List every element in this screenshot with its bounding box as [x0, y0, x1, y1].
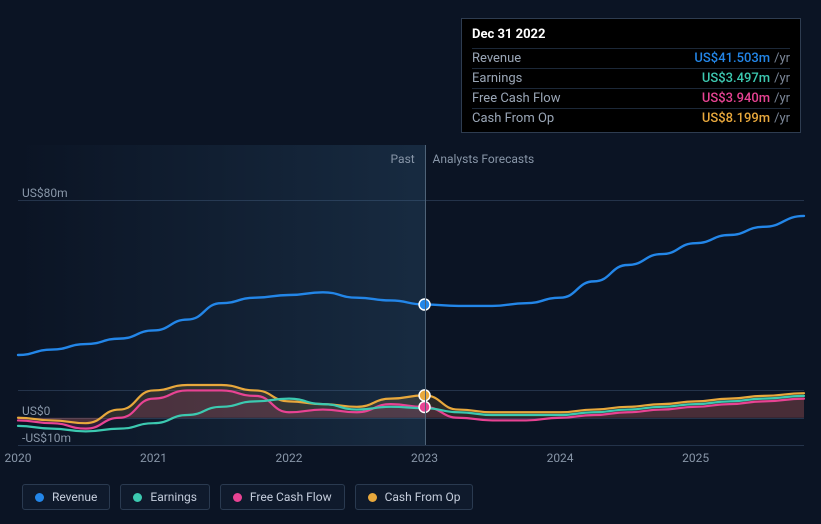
legend-item-revenue[interactable]: Revenue	[22, 484, 110, 510]
y-axis-label: -US$10m	[22, 431, 71, 445]
tooltip-row-value: US$8.199m/yr	[702, 111, 790, 126]
legend-dot-icon	[35, 493, 44, 502]
legend-label: Earnings	[150, 490, 197, 504]
legend-item-fcf[interactable]: Free Cash Flow	[220, 484, 345, 510]
tooltip-row-value: US$3.940m/yr	[702, 91, 790, 106]
gridline	[18, 200, 804, 201]
fcf-area	[18, 390, 804, 428]
legend-dot-icon	[133, 493, 142, 502]
legend: Revenue Earnings Free Cash Flow Cash From O…	[22, 484, 473, 510]
past-region-highlight	[18, 145, 425, 445]
legend-label: Revenue	[52, 490, 97, 504]
past-label: Past	[391, 152, 415, 166]
x-axis-label: 2024	[547, 451, 574, 465]
financial-chart: Past Analysts Forecasts US$80m US$0 -US$10…	[0, 0, 821, 524]
y-axis-label: US$80m	[22, 186, 68, 200]
tooltip-row-label: Free Cash Flow	[472, 91, 560, 106]
tooltip-row: Cash From Op US$8.199m/yr	[472, 108, 790, 128]
forecast-label: Analysts Forecasts	[433, 152, 535, 166]
tooltip-row-value: US$3.497m/yr	[702, 71, 790, 86]
revenue-line	[18, 216, 804, 355]
tooltip-row-label: Earnings	[472, 71, 522, 86]
y-axis-label: US$0	[22, 404, 50, 418]
gridline	[18, 445, 804, 446]
tooltip-row-value: US$41.503m/yr	[694, 51, 790, 66]
legend-item-cfo[interactable]: Cash From Op	[355, 484, 474, 510]
x-axis-label: 2021	[140, 451, 167, 465]
hover-marker-line	[425, 145, 426, 445]
tooltip-row: Earnings US$3.497m/yr	[472, 68, 790, 88]
gridline	[18, 418, 804, 419]
legend-dot-icon	[368, 493, 377, 502]
tooltip: Dec 31 2022 Revenue US$41.503m/yr Earnings…	[461, 18, 801, 133]
x-axis-label: 2023	[411, 451, 438, 465]
legend-dot-icon	[233, 493, 242, 502]
x-axis-label: 2022	[276, 451, 303, 465]
gridline	[18, 390, 804, 391]
fcf-line	[18, 390, 804, 428]
legend-label: Free Cash Flow	[250, 490, 332, 504]
tooltip-row-label: Cash From Op	[472, 111, 554, 126]
legend-label: Cash From Op	[385, 490, 461, 504]
tooltip-row-label: Revenue	[472, 51, 521, 66]
x-axis-label: 2020	[5, 451, 32, 465]
legend-item-earnings[interactable]: Earnings	[120, 484, 210, 510]
tooltip-title: Dec 31 2022	[472, 27, 790, 42]
tooltip-row: Free Cash Flow US$3.940m/yr	[472, 88, 790, 108]
earnings-line	[18, 396, 804, 431]
tooltip-rows: Revenue US$41.503m/yr Earnings US$3.497m/yr…	[472, 48, 790, 128]
x-axis-label: 2025	[682, 451, 709, 465]
tooltip-row: Revenue US$41.503m/yr	[472, 48, 790, 68]
